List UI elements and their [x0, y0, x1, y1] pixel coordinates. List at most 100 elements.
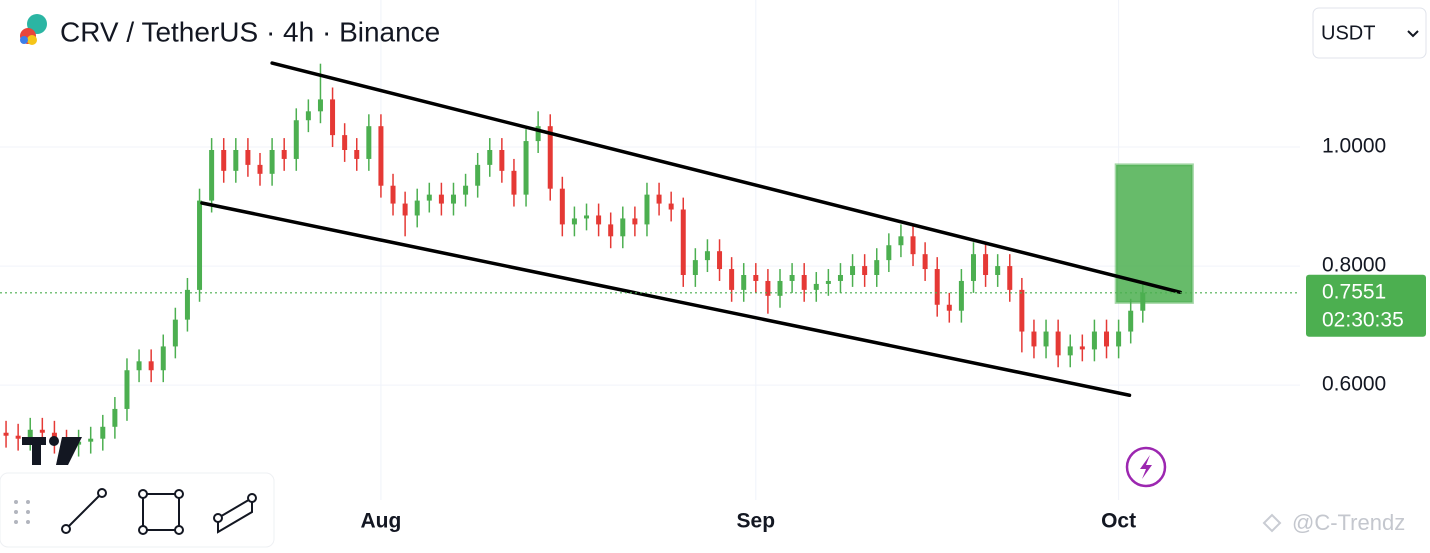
candle-body: [450, 194, 456, 204]
x-tick-label: Aug: [361, 510, 402, 533]
target-zone-layer: [1114, 163, 1194, 304]
candle-body: [801, 275, 807, 290]
candle-body: [837, 275, 843, 281]
candle-body: [124, 370, 130, 409]
candle-body: [1019, 289, 1025, 332]
candle-body: [221, 150, 227, 171]
watermark: @C-Trendz: [1262, 510, 1405, 535]
y-tick-label: 0.8000: [1322, 254, 1386, 277]
symbol-logo: [20, 14, 47, 45]
candle-body: [3, 432, 9, 436]
candle-body: [692, 260, 698, 275]
candle-body: [209, 150, 215, 201]
grid: [0, 0, 1300, 500]
candle-body: [233, 150, 239, 171]
candle-body: [511, 170, 517, 195]
candle-body: [983, 254, 989, 275]
candle-body: [1079, 346, 1085, 350]
last-price-badge: [1306, 274, 1426, 337]
candle-body: [1128, 310, 1134, 332]
trend-lines: [0, 61, 1300, 397]
candle-body: [88, 438, 94, 442]
candle-body: [668, 203, 674, 210]
candle-body: [995, 266, 1001, 275]
candle-body: [293, 120, 299, 159]
candle-body: [608, 224, 614, 237]
candle-body: [934, 269, 940, 305]
drag-handle[interactable]: [14, 500, 30, 524]
x-tick-label: Sep: [737, 510, 776, 533]
candle-body: [378, 126, 384, 186]
candle-body: [438, 194, 444, 204]
y-tick-label: 0.6000: [1322, 373, 1386, 396]
candle-body: [1055, 331, 1061, 356]
candle-body: [112, 408, 118, 427]
trend-line: [200, 201, 1132, 397]
currency-label[interactable]: USDT: [1321, 22, 1375, 44]
candle-body: [874, 260, 880, 275]
trend-line-tool[interactable]: [61, 488, 107, 534]
candle-body: [717, 251, 723, 270]
candle-body: [487, 150, 493, 165]
candle-body: [184, 289, 190, 320]
candle-body: [777, 280, 783, 296]
candle-body: [463, 185, 469, 195]
candle-body: [656, 194, 662, 204]
candle-body: [390, 185, 396, 204]
candle-body: [1031, 331, 1037, 347]
candle-body: [1067, 346, 1073, 356]
candle-body: [910, 236, 916, 255]
candle-body: [704, 251, 710, 261]
candle-body: [729, 269, 735, 290]
candle-body: [342, 135, 348, 150]
channel-tool[interactable]: [213, 493, 257, 534]
labels: 0.6000 0.8000 1.0000 Aug Sep Oct 0.7551 02:30:3…: [361, 135, 1426, 533]
candle-body: [245, 150, 251, 165]
candle-body: [100, 426, 106, 439]
candle-body: [136, 361, 142, 371]
lightning-button[interactable]: [1125, 446, 1167, 488]
candle-body: [571, 218, 577, 225]
candle-body: [354, 150, 360, 159]
candles: [3, 63, 1146, 457]
candle-body: [197, 200, 203, 290]
candle-body: [535, 126, 541, 142]
tv-logo: [22, 436, 82, 465]
candle-body: [39, 429, 45, 433]
candle-body: [680, 209, 686, 275]
candle-body: [1104, 331, 1110, 347]
candle-body: [596, 215, 602, 225]
candle-body: [922, 254, 928, 270]
candle-body: [148, 361, 154, 371]
rectangle-tool[interactable]: [138, 489, 184, 535]
candle-body: [317, 99, 323, 112]
trend-line: [270, 61, 1183, 295]
candle-body: [958, 280, 964, 311]
candle-body: [825, 280, 831, 284]
candle-body: [559, 188, 565, 225]
candle-body: [426, 194, 432, 201]
y-tick-label: 1.0000: [1322, 135, 1386, 158]
candle-body: [862, 266, 868, 275]
dropdown-arrow[interactable]: [1407, 30, 1419, 38]
candle-body: [15, 435, 21, 439]
candle-body: [850, 266, 856, 275]
candle-body: [27, 429, 33, 439]
candle-body: [765, 280, 771, 296]
candle-body: [1116, 331, 1122, 347]
candle-body: [620, 218, 626, 237]
candle-body: [644, 194, 650, 225]
watermark-text: @C-Trendz: [1292, 510, 1405, 535]
candle-body: [160, 346, 166, 371]
candle-body: [499, 150, 505, 171]
candle-body: [898, 236, 904, 246]
candle-body: [632, 218, 638, 225]
candle-body: [281, 150, 287, 159]
candle-body: [584, 215, 590, 219]
candle-body: [172, 319, 178, 347]
currency-selector[interactable]: USDT: [1312, 7, 1427, 59]
candle-body: [813, 283, 819, 290]
candle-body: [753, 275, 759, 281]
candle-body: [366, 126, 372, 159]
candle-body: [1007, 266, 1013, 290]
